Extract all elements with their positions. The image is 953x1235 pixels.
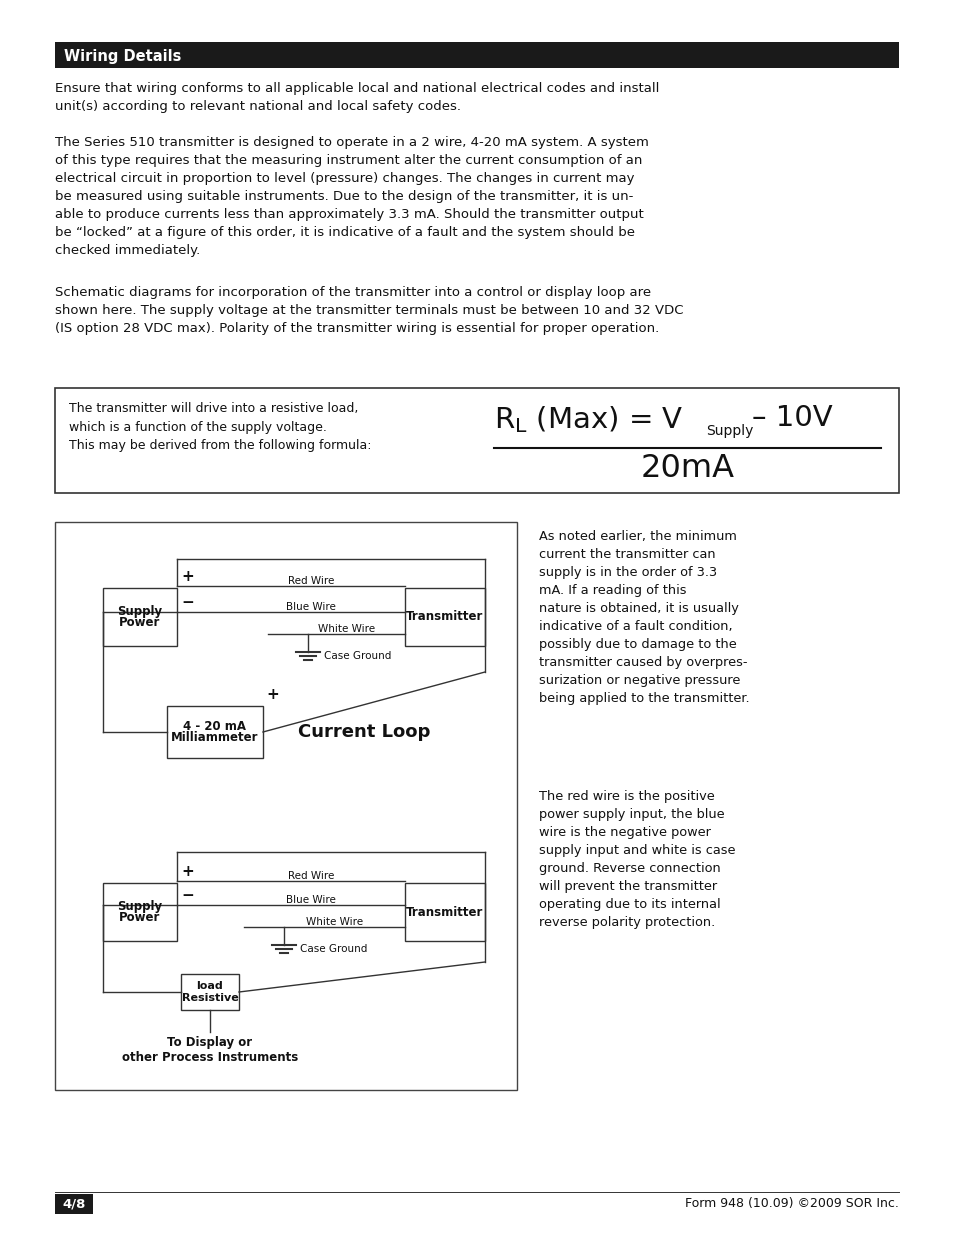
- Bar: [103, 883, 177, 941]
- Text: As noted earlier, the minimum
current the transmitter can
supply is in the order: As noted earlier, the minimum current th…: [538, 530, 749, 705]
- Bar: [405, 588, 484, 646]
- Text: Wiring Details: Wiring Details: [64, 48, 181, 63]
- Text: White Wire: White Wire: [317, 624, 375, 634]
- Bar: [55, 1194, 92, 1214]
- Text: +: +: [181, 864, 193, 879]
- Text: Red Wire: Red Wire: [288, 871, 334, 881]
- Text: Red Wire: Red Wire: [288, 576, 334, 585]
- Text: The Series 510 transmitter is designed to operate in a 2 wire, 4-20 mA system. A: The Series 510 transmitter is designed t…: [55, 136, 648, 257]
- Text: Transmitter: Transmitter: [406, 905, 483, 919]
- Text: White Wire: White Wire: [306, 918, 363, 927]
- Text: load: load: [196, 982, 223, 992]
- Text: The red wire is the positive
power supply input, the blue
wire is the negative p: The red wire is the positive power suppl…: [538, 790, 735, 929]
- Bar: [55, 42, 898, 68]
- Text: The transmitter will drive into a resistive load,
which is a function of the sup: The transmitter will drive into a resist…: [69, 403, 371, 452]
- Bar: [55, 522, 517, 1091]
- Text: Current Loop: Current Loop: [298, 722, 430, 741]
- Text: To Display or
other Process Instruments: To Display or other Process Instruments: [122, 1036, 297, 1065]
- Text: Milliammeter: Milliammeter: [172, 731, 258, 745]
- Text: Supply: Supply: [117, 605, 162, 618]
- Text: 4/8: 4/8: [62, 1198, 86, 1210]
- Text: Power: Power: [119, 911, 160, 925]
- Text: +: +: [181, 569, 193, 584]
- Text: −: −: [181, 888, 193, 903]
- Text: Resistive: Resistive: [181, 993, 238, 1003]
- Text: Power: Power: [119, 616, 160, 630]
- Text: Blue Wire: Blue Wire: [286, 601, 335, 613]
- Text: Blue Wire: Blue Wire: [286, 895, 335, 905]
- Bar: [181, 974, 239, 1010]
- Text: Case Ground: Case Ground: [299, 944, 367, 953]
- Text: Supply: Supply: [705, 424, 753, 438]
- Text: Ensure that wiring conforms to all applicable local and national electrical code: Ensure that wiring conforms to all appli…: [55, 82, 659, 112]
- Bar: [405, 883, 484, 941]
- Text: – 10V: – 10V: [751, 404, 832, 432]
- Text: Transmitter: Transmitter: [406, 610, 483, 624]
- Text: 4 - 20 mA: 4 - 20 mA: [183, 720, 246, 732]
- Bar: [167, 706, 263, 758]
- Bar: [55, 388, 898, 493]
- Text: Case Ground: Case Ground: [324, 651, 391, 661]
- Text: +: +: [266, 687, 278, 701]
- Text: Form 948 (10.09) ©2009 SOR Inc.: Form 948 (10.09) ©2009 SOR Inc.: [684, 1198, 898, 1210]
- Text: Supply: Supply: [117, 899, 162, 913]
- Bar: [103, 588, 177, 646]
- Text: 20mA: 20mA: [639, 453, 734, 484]
- Text: Schematic diagrams for incorporation of the transmitter into a control or displa: Schematic diagrams for incorporation of …: [55, 287, 682, 335]
- Text: −: −: [181, 595, 193, 610]
- Text: R$_\mathregular{L}$ (Max) = V: R$_\mathregular{L}$ (Max) = V: [494, 404, 682, 435]
